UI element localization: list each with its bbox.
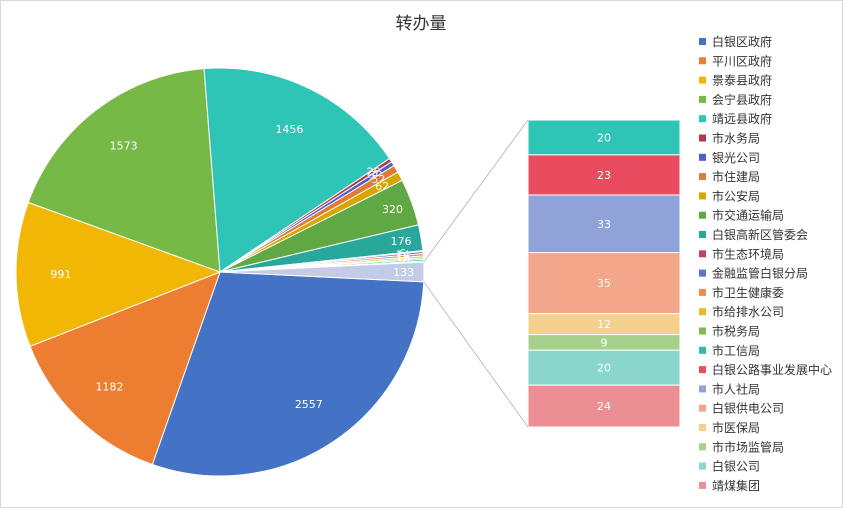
pie-slice (27, 68, 221, 273)
legend-label: 靖煤集团 (712, 478, 760, 493)
legend-swatch (699, 250, 706, 258)
legend-label: 白银公司 (712, 459, 760, 474)
legend-label: 市住建局 (712, 169, 760, 184)
legend-label: 市人社局 (712, 381, 760, 396)
stack-segment-label: 33 (597, 218, 611, 231)
legend-label: 银光公司 (712, 151, 760, 165)
legend-swatch (699, 385, 706, 393)
main-pie: 2557118299115731456263052623201766141613… (15, 67, 425, 477)
stack-segment-label: 12 (597, 318, 611, 331)
legend-swatch (699, 57, 706, 65)
legend-label: 市税务局 (712, 324, 760, 339)
pie-slice (29, 271, 221, 466)
pie-slice-label: 320 (382, 203, 403, 216)
secondary-stack: 20 23 33 35 12 9 20 24 (527, 119, 681, 428)
legend-swatch (699, 115, 706, 123)
legend-label: 市医保局 (712, 420, 760, 435)
legend-swatch (699, 443, 706, 451)
legend-swatch (699, 462, 706, 470)
legend-swatch (699, 308, 706, 316)
legend-swatch (699, 192, 706, 200)
stack-segment (527, 252, 681, 315)
legend-swatch (699, 481, 706, 489)
legend-label: 白银高新区管委会 (712, 227, 808, 242)
pie-slice-label: 176 (390, 235, 411, 248)
legend-label: 市生态环境局 (712, 246, 784, 261)
stack-segment (527, 384, 681, 428)
pie-slice (219, 261, 425, 283)
stack-segment-label: 9 (601, 336, 608, 349)
legend-swatch (699, 404, 706, 412)
legend-swatch (699, 173, 706, 181)
legend-swatch (699, 327, 706, 335)
legend-label: 市公安局 (712, 188, 760, 203)
stack-segment-label: 24 (597, 400, 611, 413)
legend-label: 金融监管白银分局 (712, 266, 808, 281)
legend-label: 市水务局 (712, 131, 760, 146)
chart-title: 转办量 (396, 14, 447, 34)
legend: 白银区政府平川区政府景泰县政府会宁县政府靖远县政府市水务局银光公司市住建局市公安… (699, 34, 832, 493)
legend-swatch (699, 366, 706, 374)
legend-label: 靖远县政府 (712, 111, 772, 126)
legend-label: 市市场监管局 (712, 439, 784, 454)
pie-slice (203, 67, 391, 273)
legend-label: 市交通运输局 (712, 208, 784, 223)
pie-slice-label: 1573 (110, 139, 138, 152)
connector-line-bottom (423, 281, 529, 428)
pie-slice (15, 201, 222, 347)
pie-slice-label: 133 (393, 266, 414, 279)
legend-swatch (699, 153, 706, 161)
legend-label: 白银区政府 (712, 34, 772, 49)
legend-label: 会宁县政府 (712, 92, 772, 107)
stack-segment-label: 20 (597, 131, 611, 144)
legend-label: 平川区政府 (712, 53, 772, 68)
legend-swatch (699, 269, 706, 277)
legend-label: 市给排水公司 (712, 304, 784, 319)
pie-slice-label: 2557 (295, 398, 323, 411)
legend-swatch (699, 76, 706, 84)
legend-label: 景泰县政府 (712, 73, 772, 88)
legend-swatch (699, 424, 706, 431)
connector-lines (423, 119, 529, 428)
pie-slice (151, 271, 425, 477)
legend-label: 市工信局 (712, 343, 760, 358)
pie-slice-label: 991 (50, 268, 71, 281)
legend-swatch (699, 38, 706, 45)
legend-swatch (699, 211, 706, 219)
legend-swatch (699, 95, 706, 103)
stack-segment-label: 20 (597, 362, 611, 375)
legend-swatch (699, 346, 706, 354)
legend-label: 市卫生健康委 (712, 285, 784, 300)
connector-line-top (423, 119, 529, 263)
legend-swatch (699, 231, 706, 238)
stack-segment-label: 23 (597, 169, 611, 182)
legend-swatch (699, 134, 706, 142)
legend-label: 白银公路事业发展中心 (712, 362, 832, 377)
stack-segment (527, 154, 681, 196)
legend-swatch (699, 288, 706, 296)
pie-slice-label: 1182 (95, 380, 123, 393)
stack-segment-label: 35 (597, 277, 611, 290)
stack-segment (527, 194, 681, 254)
pie-slice-label: 1456 (275, 123, 303, 136)
legend-label: 白银供电公司 (712, 401, 784, 416)
